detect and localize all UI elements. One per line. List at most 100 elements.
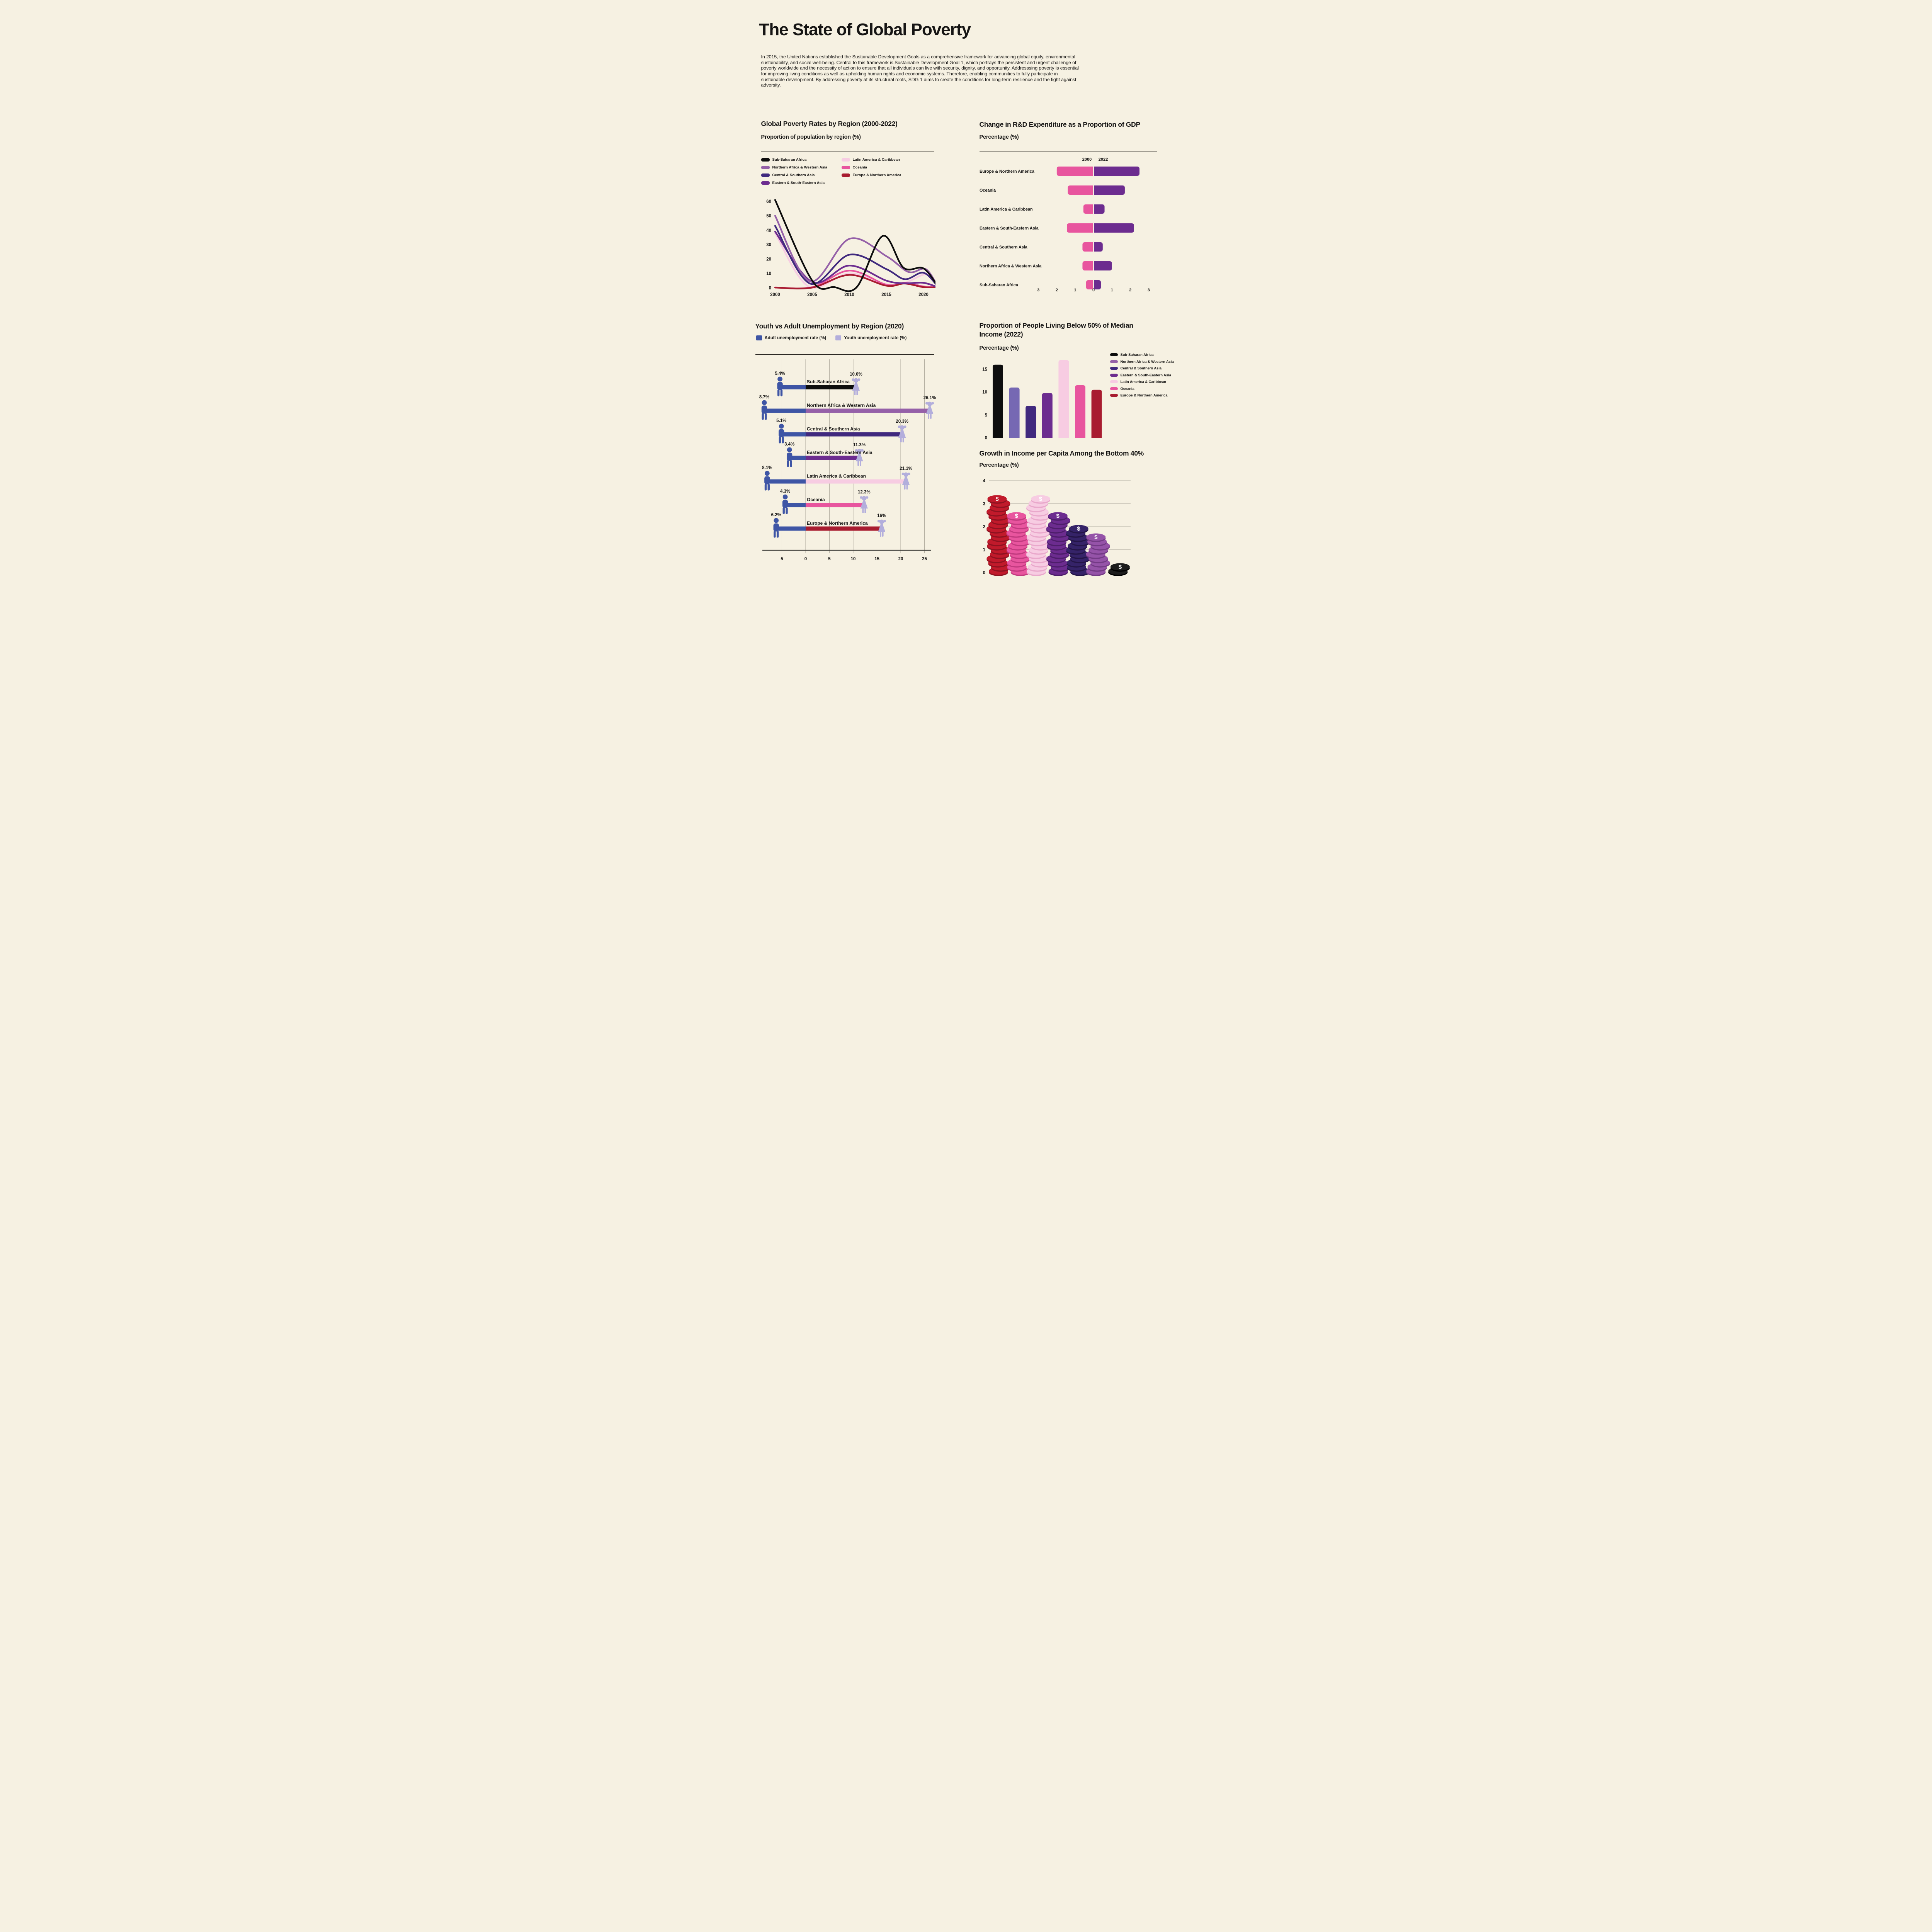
poverty-legend-col-1: Sub-Saharan Africa Northern Africa & West… <box>761 158 837 185</box>
line-series-central-southern-asia <box>774 225 935 285</box>
youth-bar-central-southern-asia <box>805 432 902 437</box>
legend-item-latin-america-caribbean: Latin America & Caribbean <box>1110 380 1174 384</box>
line-series-sub-saharan-africa <box>774 199 935 292</box>
region-label: Sub-Saharan Africa <box>807 379 850 384</box>
adult-bar-latin-america-caribbean <box>767 479 806 484</box>
legend-item-sub-saharan-africa: Sub-Saharan Africa <box>761 158 837 162</box>
coin-face <box>1031 495 1050 503</box>
line-series-latin-america-caribbean <box>774 232 935 289</box>
legend-label: Central & Southern Asia <box>772 173 815 177</box>
adult-man-icon-europe-northern-america <box>773 518 779 538</box>
dollar-icon: $ <box>1056 513 1060 519</box>
page-title: The State of Global Poverty <box>759 20 971 39</box>
region-label: Central & Southern Asia <box>807 426 860 432</box>
region-label: Latin America & Caribbean <box>807 473 866 479</box>
legend-swatch-icon <box>835 335 842 340</box>
line-series-europe-northern-america <box>774 274 935 289</box>
youth-value-label: 26.1% <box>923 396 936 400</box>
tick-label: 50 <box>766 214 771 219</box>
dollar-icon: $ <box>1077 526 1080 532</box>
legend-label: Oceania <box>852 165 867 170</box>
adult-value-label: 8.7% <box>759 395 769 400</box>
adult-bar-central-southern-asia <box>781 432 806 437</box>
bar-2000-europe-northern-america <box>1056 167 1093 176</box>
bar-oceania <box>1075 385 1085 438</box>
tick-label: 10 <box>850 557 855 561</box>
bar-2000-latin-america-caribbean <box>1083 204 1093 214</box>
youth-girl-icon-central-southern-asia <box>898 425 906 442</box>
legend-swatch-icon <box>841 158 850 162</box>
bar-2000-northern-africa-western-asia <box>1082 261 1093 270</box>
tick-label: 20 <box>898 557 903 561</box>
legend-item-europe-northern-america: Europe & Northern America <box>841 173 901 177</box>
youth-value-label: 16% <box>877 514 886 518</box>
median-income-chart-subtitle: Percentage (%) <box>979 345 1019 351</box>
legend-swatch-icon <box>1110 353 1118 356</box>
bar-2022-latin-america-caribbean <box>1094 204 1105 214</box>
poverty-legend: Sub-Saharan Africa Northern Africa & West… <box>761 158 939 185</box>
tick-label: 2 <box>1055 288 1058 293</box>
adult-value-label: 5.4% <box>775 371 785 376</box>
bar-2022-sub-saharan-africa <box>1094 280 1101 289</box>
bar-2000-eastern-south-eastern-asia <box>1066 223 1093 233</box>
adult-value-label: 5.1% <box>776 418 786 423</box>
bar-2000-oceania <box>1067 185 1093 195</box>
youth-bar-eastern-south-eastern-asia <box>805 456 859 460</box>
region-label: Oceania <box>807 497 825 502</box>
legend-item-adult-unemployment-rate-: Adult unemployment rate (%) <box>756 335 826 340</box>
legend-swatch-icon <box>756 335 762 340</box>
tick-label: 3 <box>983 502 985 507</box>
legend-item-central-southern-asia: Central & Southern Asia <box>1110 366 1174 370</box>
median-income-chart-title: Proportion of People Living Below 50% of… <box>979 321 1133 338</box>
legend-swatch-icon <box>761 166 770 169</box>
coin-stack-oceania: $ <box>1006 512 1030 576</box>
bar-sub-saharan-africa <box>992 364 1003 438</box>
tick-label: 60 <box>766 199 771 204</box>
tick-label: 30 <box>766 243 771 247</box>
adult-man-icon-northern-africa-western-asia <box>761 400 767 420</box>
tick-label: 1 <box>983 548 985 553</box>
adult-man-icon-central-southern-asia <box>778 423 784 444</box>
coin-face <box>1086 533 1105 541</box>
bar-2000-sub-saharan-africa <box>1086 280 1093 289</box>
youth-bar-europe-northern-america <box>805 526 882 531</box>
income-growth-chart-subtitle: Percentage (%) <box>979 462 1019 468</box>
youth-girl-icon-europe-northern-america <box>877 519 886 537</box>
bar-2022-northern-africa-western-asia <box>1094 261 1112 270</box>
dollar-icon: $ <box>1094 534 1098 541</box>
legend-swatch-icon <box>1110 380 1118 383</box>
tick-label: 10 <box>982 390 987 395</box>
legend-swatch-icon <box>1110 373 1118 377</box>
coin-stack-sub-saharan-africa: $ <box>1108 563 1130 576</box>
tick-label: 2 <box>983 525 985 529</box>
adult-bar-sub-saharan-africa <box>780 385 806 389</box>
income-growth-coin-chart: 0 1 2 3 4 $ $ $ $ $ $ $ <box>983 479 1131 576</box>
median-income-bar-chart: 0 5 10 15 <box>982 360 1102 440</box>
tick-label: 1 <box>1074 288 1076 293</box>
tick-label: 20 <box>766 257 771 262</box>
tick-label: 0 <box>769 286 771 291</box>
youth-girl-icon-oceania <box>859 496 868 513</box>
category-label: Latin America & Caribbean <box>980 207 1033 212</box>
legend-label: Latin America & Caribbean <box>852 158 900 162</box>
legend-item-eastern-south-eastern-asia: Eastern & South-Eastern Asia <box>1110 373 1174 377</box>
region-label: Europe & Northern America <box>807 520 868 526</box>
legend-item-sub-saharan-africa: Sub-Saharan Africa <box>1110 353 1174 357</box>
rnd-chart-title: Change in R&D Expenditure as a Proportio… <box>979 121 1141 128</box>
coin-stack-northern-africa-western-asia: $ <box>1086 533 1110 576</box>
adult-bar-eastern-south-eastern-asia <box>789 456 806 460</box>
legend-label: Europe & Northern America <box>1120 393 1168 397</box>
unemployment-chart-title: Youth vs Adult Unemployment by Region (2… <box>755 322 904 330</box>
tick-label: 4 <box>983 479 985 483</box>
adult-bar-northern-africa-western-asia <box>764 408 806 413</box>
line-series-northern-africa-western-asia <box>774 215 935 284</box>
legend-label: Northern Africa & Western Asia <box>772 165 828 170</box>
youth-value-label: 10.6% <box>850 372 862 377</box>
rnd-chart-subtitle: Percentage (%) <box>979 134 1019 140</box>
tick-label: 3 <box>1037 288 1039 293</box>
bar-europe-northern-america <box>1091 389 1102 438</box>
bar-2022-oceania <box>1094 185 1125 195</box>
legend-swatch-icon <box>1110 360 1118 363</box>
adult-value-label: 8.1% <box>762 466 772 470</box>
median-income-legend: Sub-Saharan Africa Northern Africa & West… <box>1110 353 1174 397</box>
